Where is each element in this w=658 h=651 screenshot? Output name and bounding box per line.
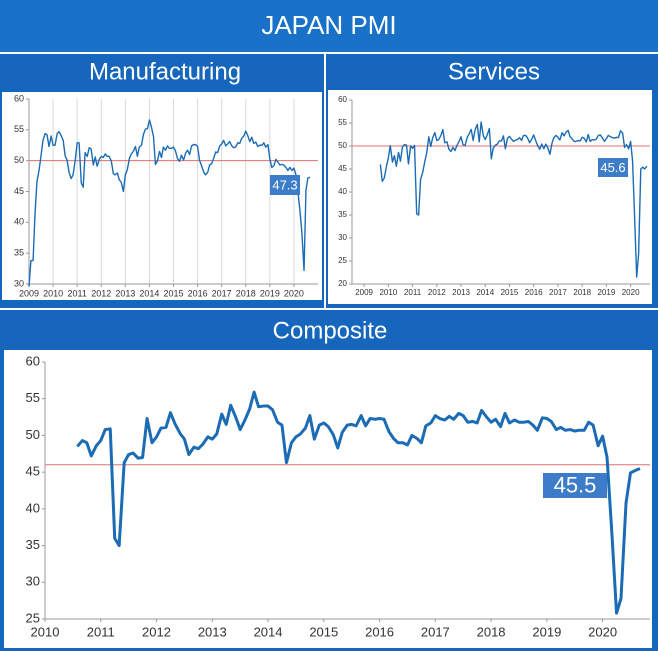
x-tick-label: 2015 xyxy=(163,288,183,298)
x-tick-label: 2018 xyxy=(236,288,256,298)
y-tick-label: 55 xyxy=(338,118,347,127)
x-tick-label: 2012 xyxy=(91,288,111,298)
x-tick-label: 2016 xyxy=(188,288,208,298)
y-tick-label: 30 xyxy=(26,574,40,589)
chart-title: Services xyxy=(448,58,540,85)
y-tick-label: 25 xyxy=(338,256,347,265)
panel-background xyxy=(2,92,322,300)
x-tick-label: 2017 xyxy=(421,624,450,639)
y-tick-label: 20 xyxy=(338,279,347,288)
page-title: JAPAN PMI xyxy=(261,10,396,40)
value-label: 45.5 xyxy=(554,472,597,497)
x-tick-label: 2015 xyxy=(501,288,519,297)
y-tick-label: 40 xyxy=(338,187,347,196)
value-badge xyxy=(598,158,628,177)
panel-background xyxy=(328,90,652,304)
y-tick-label: 35 xyxy=(14,248,24,258)
y-tick-label: 55 xyxy=(14,124,24,134)
x-tick-label: 2018 xyxy=(477,624,506,639)
chart-panel: Manufacturing 30 35 40 45 50 55 60 2009 2010 2011 2… xyxy=(2,58,322,300)
value-label: 45.6 xyxy=(600,160,625,175)
y-tick-label: 45 xyxy=(338,164,347,173)
value-badge xyxy=(270,175,300,195)
x-tick-label: 2011 xyxy=(67,288,86,298)
x-tick-label: 2014 xyxy=(476,288,494,297)
x-tick-label: 2018 xyxy=(573,288,591,297)
y-tick-label: 35 xyxy=(26,537,40,552)
y-tick-label: 30 xyxy=(338,233,347,242)
x-tick-label: 2012 xyxy=(142,624,171,639)
y-tick-label: 60 xyxy=(338,95,347,104)
y-tick-label: 45 xyxy=(26,464,40,479)
x-tick-label: 2020 xyxy=(284,288,304,298)
data-line xyxy=(76,390,641,615)
y-tick-label: 35 xyxy=(338,210,347,219)
y-tick-label: 50 xyxy=(26,427,40,442)
x-tick-label: 2020 xyxy=(622,288,640,297)
title-band xyxy=(0,0,658,52)
chart-title: Composite xyxy=(273,317,388,344)
x-tick-label: 2009 xyxy=(355,288,373,297)
y-tick-label: 30 xyxy=(14,278,24,288)
x-tick-label: 2016 xyxy=(525,288,543,297)
y-tick-label: 45 xyxy=(14,186,24,196)
x-tick-label: 2019 xyxy=(597,288,615,297)
x-tick-label: 2015 xyxy=(309,624,338,639)
y-tick-label: 60 xyxy=(26,353,40,368)
x-tick-label: 2019 xyxy=(532,624,561,639)
x-tick-label: 2010 xyxy=(43,288,63,298)
data-line xyxy=(28,119,311,287)
charts: Manufacturing 30 35 40 45 50 55 60 2009 2010 2011 2… xyxy=(2,58,652,648)
x-tick-label: 2016 xyxy=(365,624,394,639)
value-label: 47.3 xyxy=(272,177,297,192)
chart-panel: Services 20 25 30 35 40 45 50 55 60 2009 2010 2011 20… xyxy=(328,58,652,304)
value-badge xyxy=(543,473,607,498)
y-tick-label: 50 xyxy=(14,155,24,165)
x-tick-label: 2011 xyxy=(404,288,422,297)
y-tick-label: 25 xyxy=(26,610,40,625)
x-tick-label: 2014 xyxy=(139,288,159,298)
x-tick-label: 2019 xyxy=(260,288,280,298)
x-tick-label: 2017 xyxy=(549,288,567,297)
x-tick-label: 2013 xyxy=(198,624,227,639)
y-tick-label: 50 xyxy=(338,141,347,150)
chart-title: Manufacturing xyxy=(89,58,241,85)
x-tick-label: 2020 xyxy=(588,624,617,639)
x-tick-label: 2011 xyxy=(87,624,115,639)
y-tick-label: 40 xyxy=(14,217,24,227)
panel-background xyxy=(4,350,652,648)
x-tick-label: 2013 xyxy=(115,288,135,298)
x-tick-label: 2010 xyxy=(31,624,60,639)
y-tick-label: 40 xyxy=(26,500,40,515)
chart-panel: Composite 25 30 35 40 45 50 55 60 2010 2011 2012 201… xyxy=(4,317,652,648)
x-tick-label: 2013 xyxy=(452,288,470,297)
y-tick-label: 60 xyxy=(14,93,24,103)
x-tick-label: 2009 xyxy=(19,288,39,298)
x-tick-label: 2010 xyxy=(379,288,397,297)
x-tick-label: 2012 xyxy=(428,288,446,297)
data-line xyxy=(379,121,648,278)
x-tick-label: 2014 xyxy=(254,624,283,639)
y-tick-label: 55 xyxy=(26,390,40,405)
x-tick-label: 2017 xyxy=(212,288,232,298)
